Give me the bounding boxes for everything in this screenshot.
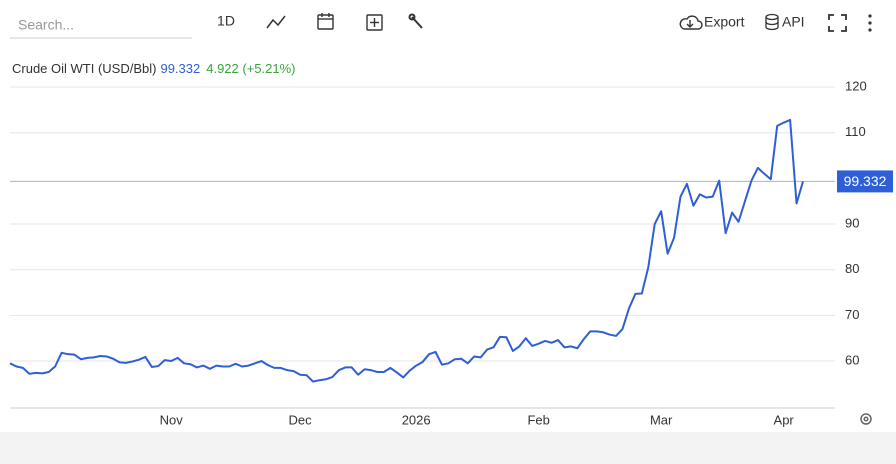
x-tick-label: Nov: [160, 412, 184, 427]
menu-icon[interactable]: [868, 14, 872, 32]
last-value-flag: [837, 170, 893, 193]
export-icon[interactable]: [679, 15, 703, 30]
x-tick-label: Mar: [650, 412, 673, 427]
fullscreen-icon[interactable]: [828, 14, 847, 32]
instrument-name: Crude Oil WTI (USD/Bbl): [12, 61, 156, 76]
y-tick-label: 60: [845, 352, 859, 367]
add-indicator-icon[interactable]: [366, 14, 383, 31]
y-tick-label: 70: [845, 307, 859, 322]
last-price: 99.332: [160, 61, 200, 76]
x-tick-label: Apr: [774, 412, 795, 427]
settings-wrench-icon[interactable]: [408, 13, 423, 29]
export-button[interactable]: Export: [704, 14, 745, 30]
x-tick-label: Feb: [527, 412, 549, 427]
price-line: [9, 118, 804, 383]
axis-settings-icon[interactable]: [860, 413, 872, 425]
range-bar: [0, 432, 896, 464]
y-tick-label: 90: [845, 215, 859, 230]
interval-button[interactable]: 1D: [217, 13, 235, 29]
last-value-label: 99.332: [844, 173, 887, 189]
api-button[interactable]: API: [782, 14, 805, 30]
api-icon[interactable]: [765, 13, 779, 31]
chart-title: Crude Oil WTI (USD/Bbl) 99.332 4.922 (+5.2…: [12, 61, 296, 76]
chart-type-icon[interactable]: [266, 15, 286, 29]
price-change: 4.922 (+5.21%): [206, 61, 295, 76]
search-input[interactable]: Search...: [18, 17, 74, 33]
y-tick-label: 120: [845, 78, 867, 93]
x-tick-label: 2026: [402, 412, 431, 427]
y-tick-label: 80: [845, 261, 859, 276]
calendar-icon[interactable]: [317, 13, 334, 30]
y-tick-label: 110: [845, 124, 866, 139]
x-tick-label: Dec: [289, 412, 313, 427]
